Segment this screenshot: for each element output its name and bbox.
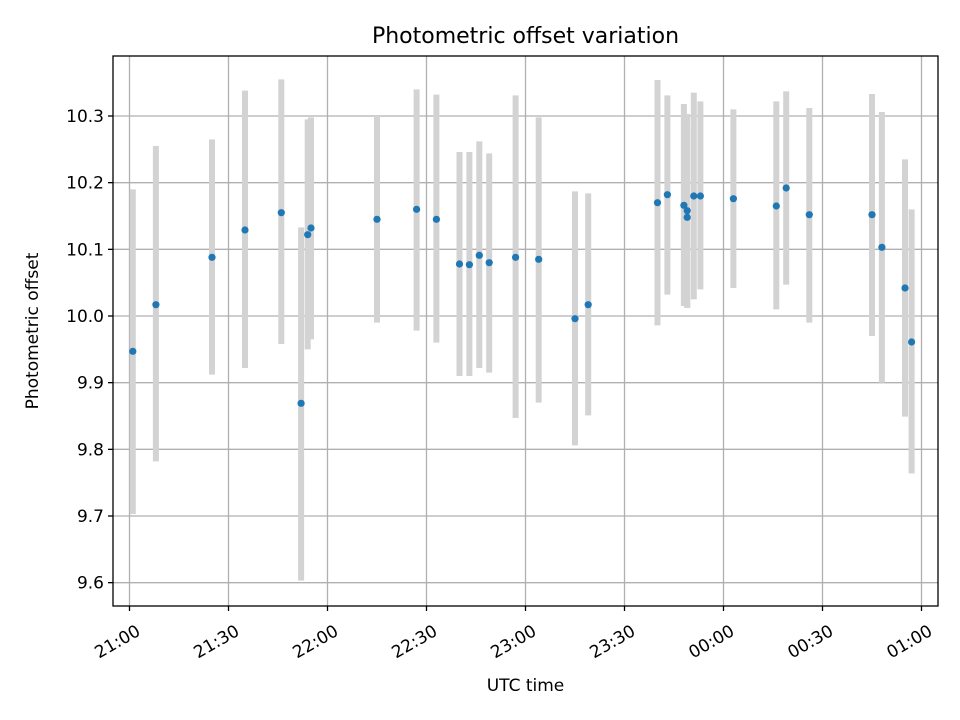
axis-ticks: 21:00 21:30 22:00 22:30 23:00 23:30 00:00 00:30… bbox=[66, 107, 936, 663]
data-point bbox=[805, 211, 813, 219]
data-point bbox=[772, 202, 780, 210]
error-bars bbox=[129, 79, 915, 581]
y-tick-label: 10.1 bbox=[66, 240, 104, 260]
data-point bbox=[208, 253, 216, 261]
data-points bbox=[129, 184, 916, 407]
y-tick-label: 9.8 bbox=[77, 440, 104, 460]
data-point bbox=[297, 399, 305, 407]
data-point bbox=[908, 338, 916, 346]
data-point bbox=[413, 205, 421, 213]
x-tick-label: 01:00 bbox=[884, 621, 936, 663]
data-point bbox=[878, 243, 886, 251]
data-point bbox=[241, 226, 249, 234]
x-tick-label: 23:30 bbox=[587, 621, 639, 663]
data-point bbox=[152, 301, 160, 309]
data-point bbox=[475, 251, 483, 259]
x-tick-label: 22:30 bbox=[389, 621, 441, 663]
y-axis-label: Photometric offset bbox=[23, 252, 43, 409]
data-point bbox=[129, 347, 137, 355]
data-point bbox=[696, 192, 705, 200]
data-point bbox=[465, 261, 473, 269]
data-point bbox=[535, 255, 543, 263]
data-point bbox=[455, 260, 464, 268]
data-point bbox=[663, 191, 672, 199]
data-point bbox=[277, 209, 285, 217]
data-point bbox=[373, 215, 381, 223]
data-point bbox=[432, 215, 440, 223]
y-tick-label: 10.2 bbox=[66, 174, 104, 194]
x-tick-label: 22:00 bbox=[290, 621, 342, 663]
x-axis-label: UTC time bbox=[487, 676, 565, 696]
y-tick-label: 10.0 bbox=[66, 307, 104, 327]
chart-title: Photometric offset variation bbox=[372, 24, 679, 49]
data-point bbox=[571, 315, 579, 323]
x-tick-label: 21:30 bbox=[191, 621, 243, 663]
data-point bbox=[683, 213, 691, 221]
x-tick-label: 21:00 bbox=[92, 621, 144, 663]
y-tick-label: 9.6 bbox=[77, 574, 104, 594]
data-point bbox=[782, 184, 790, 192]
data-point bbox=[307, 224, 315, 232]
y-tick-label: 9.7 bbox=[77, 507, 104, 527]
y-tick-label: 9.9 bbox=[77, 374, 104, 394]
data-point bbox=[901, 284, 909, 292]
data-point bbox=[653, 199, 662, 207]
data-point bbox=[485, 259, 493, 267]
x-tick-label: 00:00 bbox=[686, 621, 738, 663]
data-point bbox=[680, 201, 688, 209]
data-point bbox=[868, 211, 876, 219]
y-tick-label: 10.3 bbox=[66, 107, 104, 127]
data-point bbox=[511, 253, 520, 261]
data-point bbox=[683, 207, 691, 215]
grid-layer bbox=[113, 56, 938, 606]
data-point bbox=[690, 192, 698, 200]
x-tick-label: 23:00 bbox=[488, 621, 540, 663]
data-point bbox=[304, 231, 312, 239]
x-tick-label: 00:30 bbox=[785, 621, 837, 663]
data-point bbox=[584, 301, 592, 309]
data-point bbox=[729, 195, 738, 203]
